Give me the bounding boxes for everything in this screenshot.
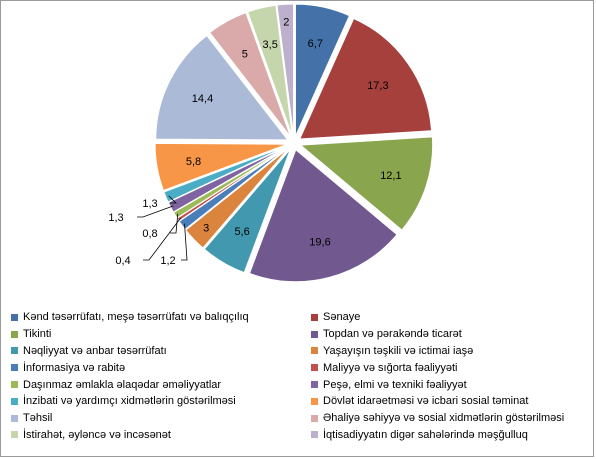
legend-label: Yaşayışın təşkili və ictimai iaşə [323, 344, 474, 357]
legend-label: Sənaye [323, 311, 361, 324]
legend-row: İnformasiya və rabitə Maliyyə və sığorta … [11, 359, 591, 376]
slice-value-label: 19,6 [309, 237, 330, 249]
legend-swatch [11, 397, 18, 405]
legend-row: Kənd təsərrüfatı, meşə təsərrüfatı və ba… [11, 309, 591, 326]
legend-label: Maliyyə və sığorta fəaliyyəti [323, 361, 458, 374]
slice-value-label: 17,3 [367, 80, 388, 92]
legend-item: İqtisadiyyatın digər sahələrində məşğull… [311, 429, 591, 441]
legend-label: İnformasiya və rabitə [23, 361, 126, 374]
legend-swatch [11, 347, 18, 355]
slice-value-label: 0,8 [142, 228, 157, 240]
slice-value-label: 3,5 [263, 39, 278, 51]
legend-row: İnzibati və yardımçı xidmətlərin göstəri… [11, 393, 591, 410]
leader-line [168, 195, 177, 204]
slice-value-label: 12,1 [380, 170, 401, 182]
slice-value-label: 5,6 [234, 226, 249, 238]
leader-line [137, 205, 174, 218]
legend-swatch [311, 330, 318, 338]
legend-item: Yaşayışın təşkili və ictimai iaşə [311, 345, 591, 357]
slice-value-label: 5,8 [186, 156, 201, 168]
legend-swatch [311, 397, 318, 405]
legend-item: Kənd təsərrüfatı, meşə təsərrüfatı və ba… [11, 311, 311, 323]
legend-swatch [311, 313, 318, 321]
slice-value-label: 14,4 [192, 93, 213, 105]
pie-slice [276, 3, 295, 137]
legend-row: İstirahət, əyləncə və incəsənət İqtisadiy… [11, 427, 591, 444]
slice-value-label: 3 [203, 223, 209, 235]
pie-slice [209, 12, 292, 138]
leader-line [170, 213, 179, 234]
pie-slice [299, 136, 434, 231]
legend-row: Nəqliyyat və anbar təsərrüfatı Yaşayışın … [11, 343, 591, 360]
pie-slice [154, 142, 288, 192]
legend-item: Sənaye [311, 311, 591, 323]
pie-slice [294, 3, 351, 137]
legend-swatch [11, 330, 18, 338]
legend-swatch [311, 347, 318, 355]
slice-value-label: 5 [242, 49, 248, 61]
legend-item: Peşə, elmi və texniki fəaliyyət [311, 379, 591, 391]
legend-swatch [11, 381, 18, 389]
pie-slice [248, 148, 398, 283]
slice-value-label: 2 [283, 16, 289, 28]
legend-item: Əhaliyə səhiyyə və sosial xidmətlərin gö… [311, 412, 591, 424]
pie-slice [163, 145, 288, 203]
leader-line [143, 217, 181, 261]
legend-item: Təhsil [11, 412, 311, 424]
legend-swatch [311, 414, 318, 422]
legend-item: İstirahət, əyləncə və incəsənət [11, 429, 311, 441]
legend-row: Tikinti Topdan və pərakəndə ticarət [11, 326, 591, 343]
pie-slice [155, 34, 289, 141]
legend-item: İnzibati və yardımçı xidmətlərin göstəri… [11, 395, 311, 407]
legend-item: Tikinti [11, 328, 311, 340]
pie-slice [184, 147, 290, 249]
legend-swatch [11, 431, 18, 439]
legend-label: Tikinti [23, 328, 52, 341]
pie-slice [247, 4, 293, 137]
pie-slice [203, 148, 291, 274]
legend-item: Dövlət idarəetməsi və icbari sosial təmi… [311, 395, 591, 407]
pie-slice [298, 17, 433, 140]
legend-label: Peşə, elmi və texniki fəaliyyət [323, 378, 467, 391]
legend-label: Dövlət idarəetməsi və icbari sosial təmi… [323, 395, 529, 408]
legend-label: Topdan və pərakəndə ticarət [323, 328, 462, 341]
legend-label: İnzibati və yardımçı xidmətlərin göstəri… [23, 395, 236, 408]
legend: Kənd təsərrüfatı, meşə təsərrüfatı və ba… [11, 309, 591, 443]
legend-swatch [11, 414, 18, 422]
legend-swatch [11, 313, 18, 321]
leader-line [181, 223, 188, 261]
slice-value-label: 0,4 [115, 255, 130, 267]
slice-value-label: 1,2 [160, 255, 175, 267]
legend-swatch [11, 364, 18, 372]
legend-item: Nəqliyyat və anbar təsərrüfatı [11, 345, 311, 357]
legend-item: Maliyyə və sığorta fəaliyyəti [311, 362, 591, 374]
slice-value-label: 6,7 [308, 38, 323, 50]
legend-label: Kənd təsərrüfatı, meşə təsərrüfatı və ba… [23, 311, 249, 324]
legend-label: İstirahət, əyləncə və incəsənət [23, 428, 171, 441]
slice-value-label: 1,3 [142, 198, 157, 210]
legend-label: Əhaliyə səhiyyə və sosial xidmətlərin gö… [323, 412, 565, 425]
legend-row: Daşınmaz əmlakla əlaqədar əməliyyatlar Pe… [11, 376, 591, 393]
legend-label: Nəqliyyat və anbar təsərrüfatı [23, 344, 167, 357]
slice-value-label: 1,3 [108, 212, 123, 224]
legend-swatch [311, 431, 318, 439]
legend-item: İnformasiya və rabitə [11, 362, 311, 374]
legend-label: İqtisadiyyatın digər sahələrində məşğull… [323, 428, 528, 441]
legend-item: Topdan və pərakəndə ticarət [311, 328, 591, 340]
legend-label: Təhsil [23, 412, 53, 425]
legend-swatch [311, 364, 318, 372]
legend-label: Daşınmaz əmlakla əlaqədar əməliyyatlar [23, 378, 222, 391]
legend-row: Təhsil Əhaliyə səhiyyə və sosial xidmətlə… [11, 410, 591, 427]
legend-item: Daşınmaz əmlakla əlaqədar əməliyyatlar [11, 379, 311, 391]
legend-swatch [311, 381, 318, 389]
